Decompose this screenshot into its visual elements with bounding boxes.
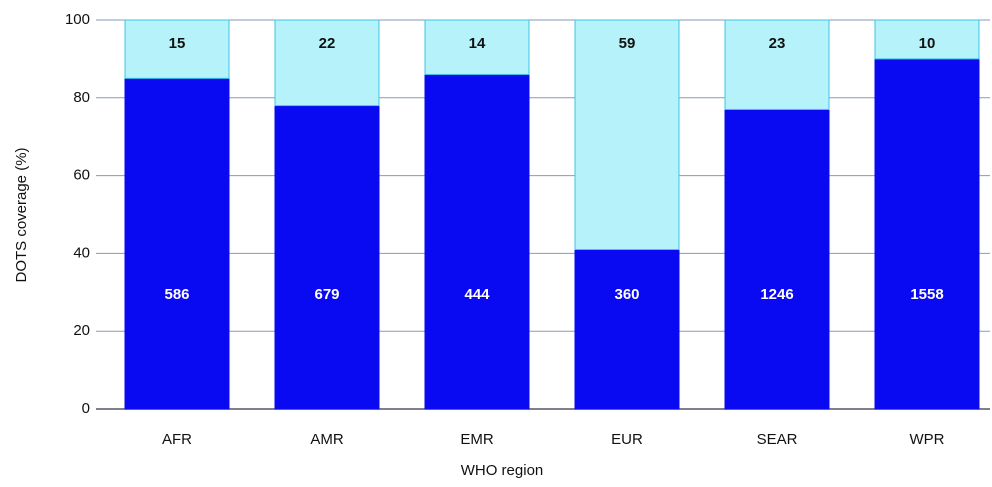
- data-label: 22: [319, 35, 336, 52]
- data-label: 15: [169, 35, 186, 52]
- y-tick-label: 80: [73, 89, 90, 106]
- y-tick-label: 100: [65, 11, 90, 28]
- x-axis-label: WHO region: [461, 462, 544, 479]
- bar-annotation: 1246: [760, 286, 793, 303]
- data-label: 10: [919, 35, 936, 52]
- data-label: 23: [769, 35, 786, 52]
- bar-segment: [574, 19, 680, 251]
- y-axis-label: DOTS coverage (%): [13, 147, 30, 282]
- y-tick-label: 0: [82, 400, 90, 417]
- x-tick-label: EMR: [460, 431, 494, 448]
- bar-annotation: 1558: [910, 286, 943, 303]
- bar-segment: [274, 19, 380, 107]
- bar-segment: [724, 108, 830, 410]
- bar-segment: [424, 73, 530, 410]
- x-tick-label: SEAR: [757, 431, 798, 448]
- x-tick-label: AFR: [162, 431, 192, 448]
- bar-segment: [724, 19, 830, 110]
- bar-segment: [574, 249, 680, 410]
- bar-segment: [124, 19, 230, 79]
- bar-segment: [874, 19, 980, 60]
- bar-segment: [124, 77, 230, 410]
- y-tick-label: 60: [73, 167, 90, 184]
- x-tick-label: EUR: [611, 431, 643, 448]
- bar-segment: [424, 19, 530, 75]
- x-tick-label: WPR: [910, 431, 945, 448]
- x-tick-label: AMR: [310, 431, 344, 448]
- y-tick-label: 20: [73, 322, 90, 339]
- bar-segment: [274, 105, 380, 410]
- bar-segment: [874, 58, 980, 410]
- data-label: 59: [619, 35, 636, 52]
- y-tick-label: 40: [73, 244, 90, 261]
- bar-annotation: 586: [164, 286, 189, 303]
- data-label: 14: [469, 35, 486, 52]
- bar-annotation: 444: [464, 286, 490, 303]
- bar-annotation: 360: [614, 286, 639, 303]
- bar-annotation: 679: [314, 286, 339, 303]
